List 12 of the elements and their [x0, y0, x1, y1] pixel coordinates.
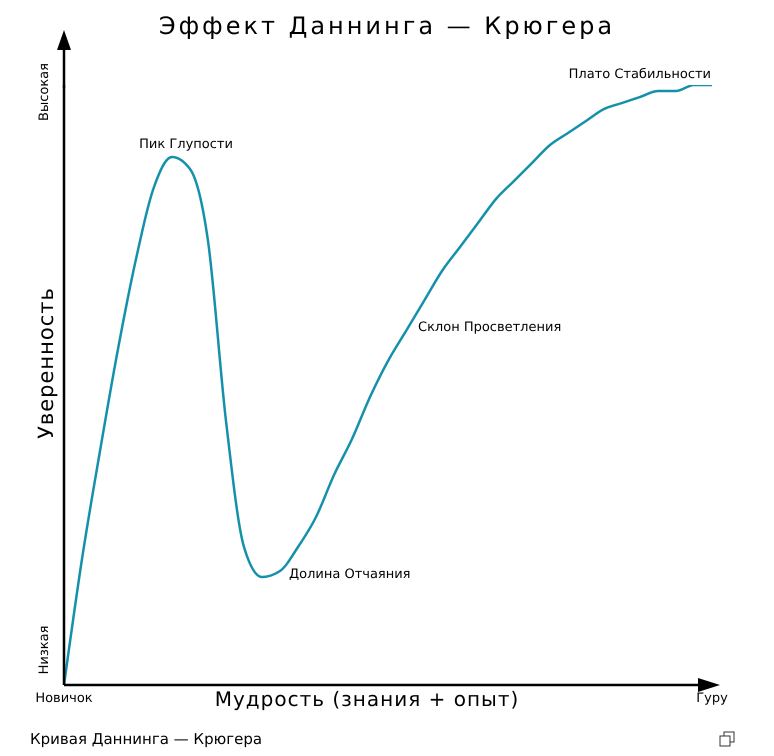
text: Низкая [37, 626, 52, 674]
annotation: Пик Глупости [139, 137, 233, 152]
chart-title: Эффект Даннинга — Крюгера [158, 12, 616, 40]
text: Кривая Даннинга — Крюгера [30, 730, 262, 748]
text: Высокая [37, 63, 52, 121]
annotation: Долина Отчаяния [289, 567, 411, 582]
y-axis-title: Уверенность [34, 287, 58, 439]
annotation: Склон Просветления [418, 320, 562, 335]
x-axis-title: Мудрость (знания + опыт) [214, 687, 520, 711]
text: Плато Стабильности [568, 67, 711, 82]
x-tick-label: Новичок [35, 691, 93, 706]
x-tick-label: Гуру [696, 691, 728, 706]
